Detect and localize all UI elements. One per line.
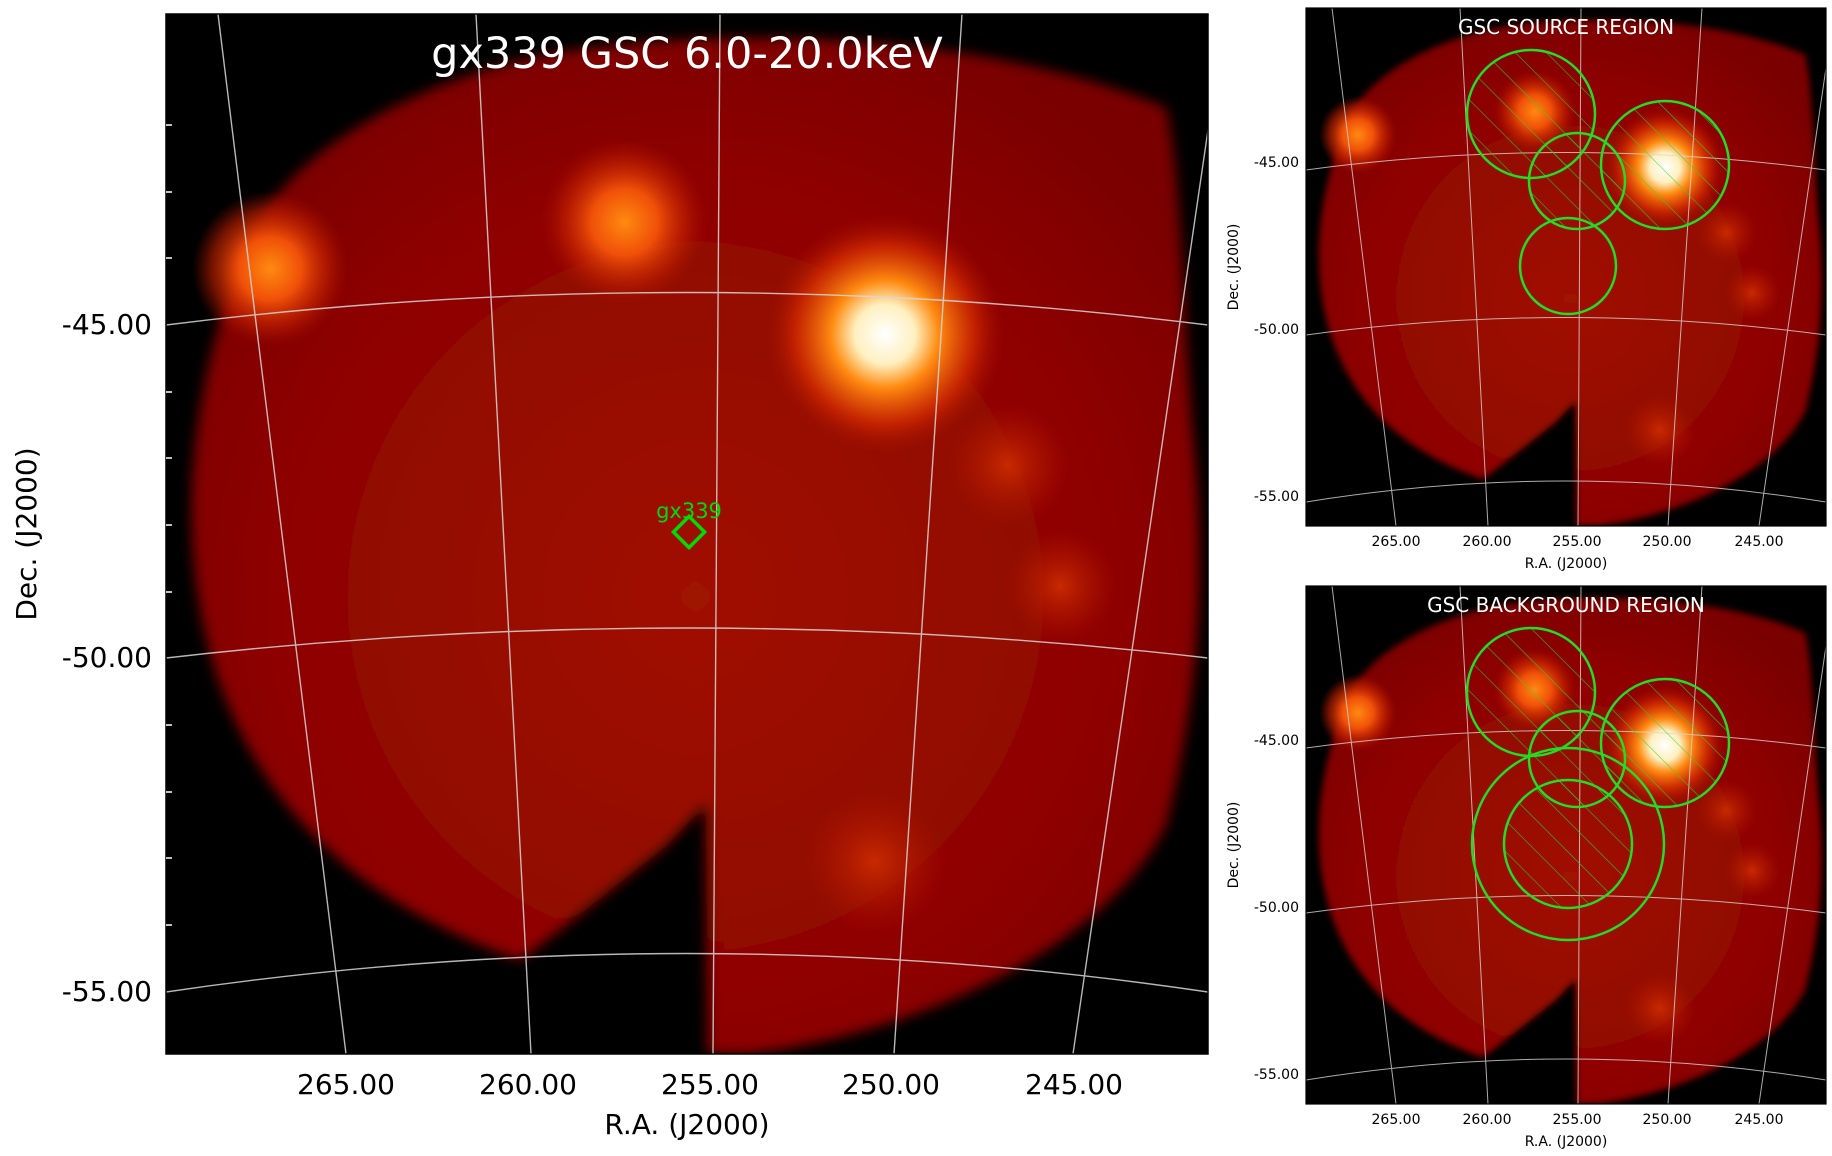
dec-tick-label: -50.00 [62, 641, 152, 674]
ra-tick-label: 260.00 [1463, 1112, 1512, 1128]
background-region-circle [1502, 778, 1634, 910]
background-region-annulus [1470, 746, 1666, 942]
background-panel-frame [1305, 585, 1827, 1105]
main-panel-title: gx339 GSC 6.0-20.0keV [431, 29, 943, 79]
source-panel-ra-tick-labels: 265.00 260.00 255.00 250.00 245.00 [1372, 534, 1784, 550]
dec-tick-label: -50.00 [1254, 322, 1299, 338]
source-panel-ylabel: Dec. (J2000) [1226, 224, 1242, 311]
main-panel-image: gx339 gx339 GSC 6.0-20.0keV [166, 14, 1208, 1054]
gx339-marker-label: gx339 [656, 499, 722, 523]
ra-tick-label: 245.00 [1735, 534, 1784, 550]
dec-tick-label: -45.00 [62, 308, 152, 341]
main-panel-ylabel: Dec. (J2000) [10, 447, 43, 620]
source-panel-image: GSC SOURCE REGION [1306, 8, 1826, 526]
background-region-panel: GSC BACKGROUND REGION -45.00 -50.00 -55.… [1226, 585, 1827, 1150]
gx339-marker [670, 513, 708, 551]
dec-tick-label: -55.00 [1254, 1067, 1299, 1083]
main-panel-dec-tick-labels: -45.00 -50.00 -55.00 [62, 308, 152, 1008]
ra-tick-label: 260.00 [1463, 534, 1512, 550]
background-panel-image: GSC BACKGROUND REGION [1306, 586, 1826, 1104]
ra-tick-label: 250.00 [1643, 534, 1692, 550]
source-region-circle [1527, 131, 1627, 231]
main-panel-minor-ticks [166, 124, 172, 926]
ra-tick-label: 255.00 [661, 1068, 759, 1101]
dec-tick-label: -45.00 [1254, 155, 1299, 171]
source-panel-title: GSC SOURCE REGION [1458, 15, 1674, 39]
background-panel-ra-tick-labels: 265.00 260.00 255.00 250.00 245.00 [1372, 1112, 1784, 1128]
ra-tick-label: 245.00 [1735, 1112, 1784, 1128]
source-region-circle [1518, 216, 1618, 316]
source-panel-dec-tick-labels: -45.00 -50.00 -55.00 [1254, 155, 1299, 505]
ra-tick-label: 255.00 [1553, 534, 1602, 550]
main-panel-ra-tick-labels: 265.00 260.00 255.00 250.00 245.00 [297, 1068, 1123, 1101]
source-regions [1465, 48, 1731, 316]
main-panel-frame [165, 13, 1209, 1055]
background-regions [1465, 626, 1731, 942]
dec-tick-label: -55.00 [1254, 489, 1299, 505]
main-panel: gx339 gx339 GSC 6.0-20.0keV -45.00 -50.0… [10, 13, 1209, 1141]
background-panel-dec-tick-labels: -45.00 -50.00 -55.00 [1254, 733, 1299, 1083]
background-panel-title: GSC BACKGROUND REGION [1427, 593, 1705, 617]
source-panel-frame [1305, 7, 1827, 527]
dec-tick-label: -45.00 [1254, 733, 1299, 749]
source-region-panel: GSC SOURCE REGION -45.00 -50.00 -55.00 2… [1226, 7, 1827, 572]
ra-tick-label: 255.00 [1553, 1112, 1602, 1128]
background-panel-xlabel: R.A. (J2000) [1525, 1134, 1608, 1150]
ra-tick-label: 260.00 [479, 1068, 577, 1101]
source-panel-grid [1306, 8, 1826, 526]
ra-tick-label: 250.00 [842, 1068, 940, 1101]
main-panel-grid [166, 14, 1208, 1054]
dec-tick-label: -50.00 [1254, 900, 1299, 916]
ra-tick-label: 265.00 [297, 1068, 395, 1101]
ra-tick-label: 265.00 [1372, 1112, 1421, 1128]
background-panel-ylabel: Dec. (J2000) [1226, 802, 1242, 889]
main-panel-xlabel: R.A. (J2000) [604, 1108, 769, 1141]
ra-tick-label: 265.00 [1372, 534, 1421, 550]
dec-tick-label: -55.00 [62, 975, 152, 1008]
source-panel-xlabel: R.A. (J2000) [1525, 556, 1608, 572]
ra-tick-label: 250.00 [1643, 1112, 1692, 1128]
ra-tick-label: 245.00 [1025, 1068, 1123, 1101]
